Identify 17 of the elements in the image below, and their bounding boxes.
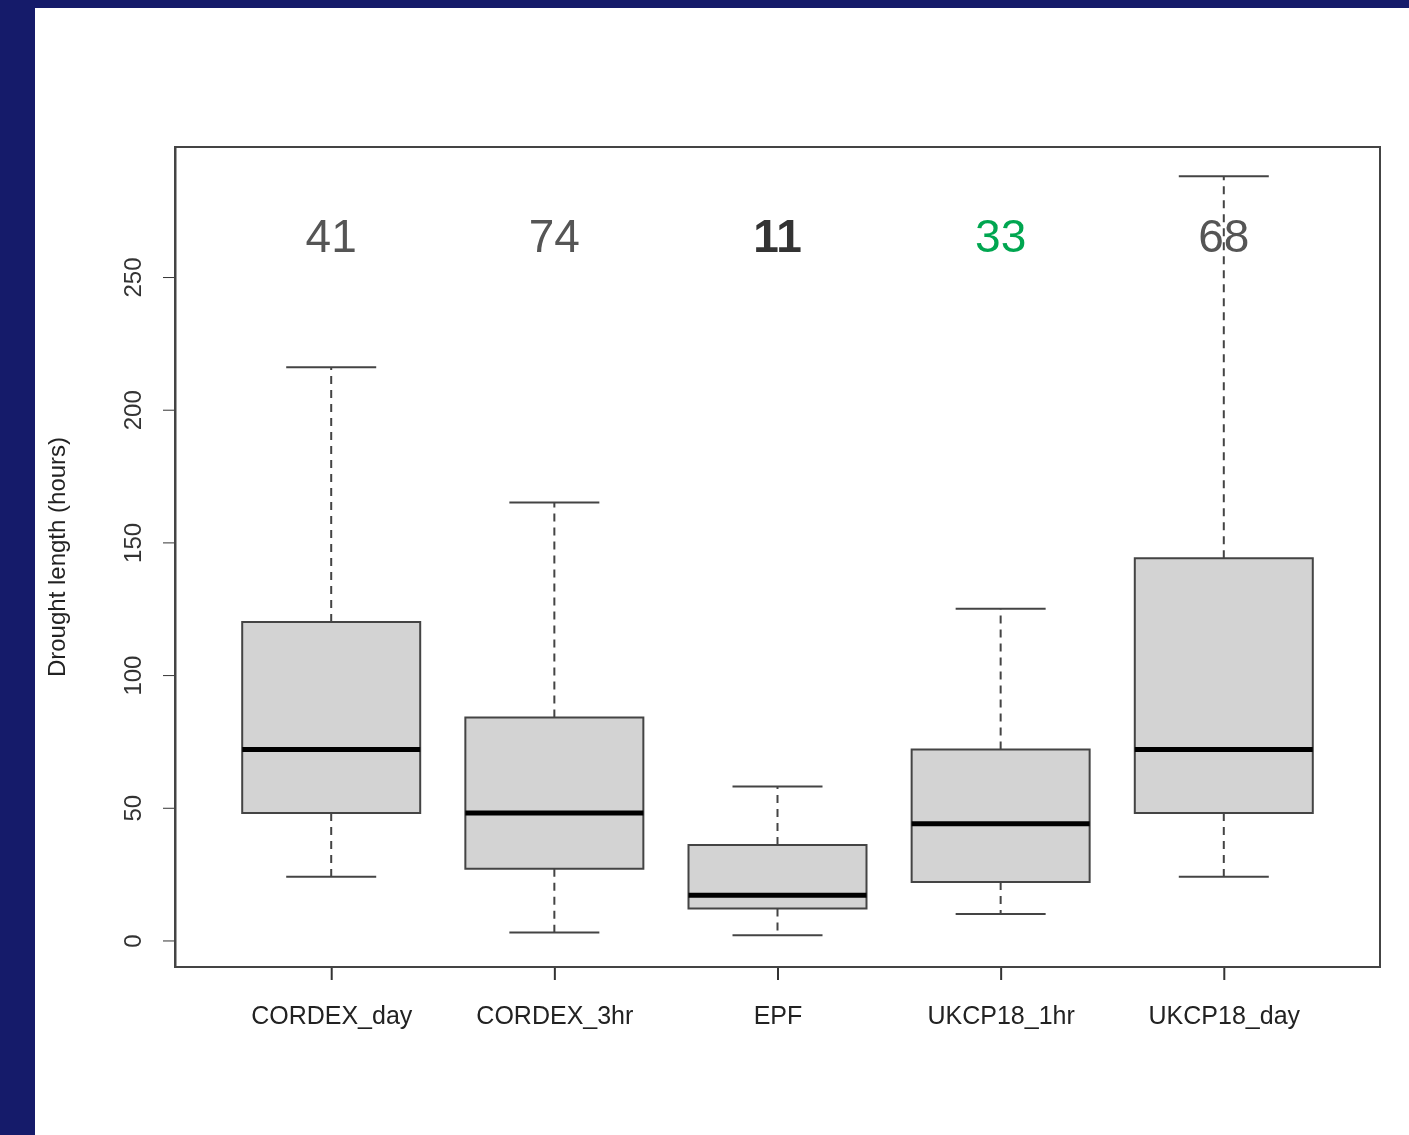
annotation: 41: [305, 210, 357, 262]
y-tick-label: 100: [119, 655, 147, 696]
y-axis-title: Drought length (hours): [43, 436, 70, 678]
y-tick-label: 250: [119, 257, 147, 298]
y-tick-label: 200: [119, 390, 147, 431]
y-tick-label: 150: [119, 522, 147, 563]
annotation: 11: [753, 210, 802, 262]
x-tick-label: CORDEX_day: [251, 1000, 413, 1029]
annotation: 33: [975, 210, 1027, 262]
x-tick-label: CORDEX_3hr: [476, 1000, 634, 1029]
x-tick-label: EPF: [753, 1000, 803, 1029]
y-tick-label: 0: [119, 934, 147, 948]
x-tick-label: UKCP18_day: [1148, 1000, 1301, 1029]
y-tick-label: 50: [119, 794, 147, 822]
annotation: 74: [528, 210, 580, 262]
annotation: 68: [1198, 210, 1250, 262]
x-tick-label: UKCP18_1hr: [927, 1000, 1075, 1029]
